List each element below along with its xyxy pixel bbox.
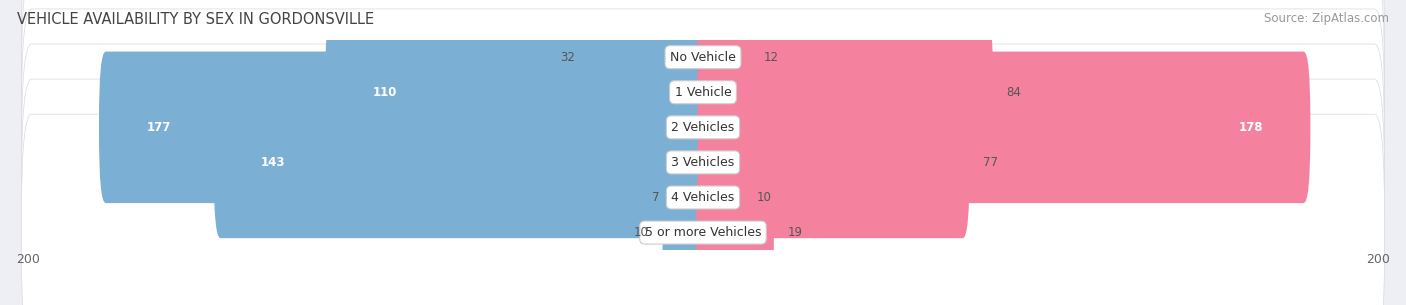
FancyBboxPatch shape xyxy=(325,16,710,168)
Text: 177: 177 xyxy=(146,121,170,134)
Text: 77: 77 xyxy=(983,156,998,169)
FancyBboxPatch shape xyxy=(696,122,744,273)
FancyBboxPatch shape xyxy=(672,122,710,273)
FancyBboxPatch shape xyxy=(21,79,1385,305)
Text: 10: 10 xyxy=(634,226,650,239)
Text: 178: 178 xyxy=(1239,121,1263,134)
Text: 110: 110 xyxy=(373,86,396,99)
FancyBboxPatch shape xyxy=(696,87,970,238)
Text: 10: 10 xyxy=(756,191,772,204)
Text: 84: 84 xyxy=(1007,86,1022,99)
FancyBboxPatch shape xyxy=(98,52,710,203)
Text: VEHICLE AVAILABILITY BY SEX IN GORDONSVILLE: VEHICLE AVAILABILITY BY SEX IN GORDONSVI… xyxy=(17,12,374,27)
FancyBboxPatch shape xyxy=(696,157,773,305)
FancyBboxPatch shape xyxy=(214,87,710,238)
Text: 5 or more Vehicles: 5 or more Vehicles xyxy=(645,226,761,239)
FancyBboxPatch shape xyxy=(696,16,993,168)
Text: 2 Vehicles: 2 Vehicles xyxy=(672,121,734,134)
FancyBboxPatch shape xyxy=(21,9,1385,246)
Text: 32: 32 xyxy=(560,51,575,64)
Text: Source: ZipAtlas.com: Source: ZipAtlas.com xyxy=(1264,12,1389,25)
Text: 7: 7 xyxy=(651,191,659,204)
FancyBboxPatch shape xyxy=(21,0,1385,211)
FancyBboxPatch shape xyxy=(21,0,1385,176)
FancyBboxPatch shape xyxy=(696,0,751,133)
Text: 4 Vehicles: 4 Vehicles xyxy=(672,191,734,204)
Text: 3 Vehicles: 3 Vehicles xyxy=(672,156,734,169)
Text: 1 Vehicle: 1 Vehicle xyxy=(675,86,731,99)
Text: No Vehicle: No Vehicle xyxy=(671,51,735,64)
FancyBboxPatch shape xyxy=(662,157,710,305)
Text: 19: 19 xyxy=(787,226,803,239)
FancyBboxPatch shape xyxy=(21,114,1385,305)
FancyBboxPatch shape xyxy=(696,52,1310,203)
Text: 12: 12 xyxy=(763,51,779,64)
FancyBboxPatch shape xyxy=(21,44,1385,281)
Text: 143: 143 xyxy=(262,156,285,169)
FancyBboxPatch shape xyxy=(588,0,710,133)
